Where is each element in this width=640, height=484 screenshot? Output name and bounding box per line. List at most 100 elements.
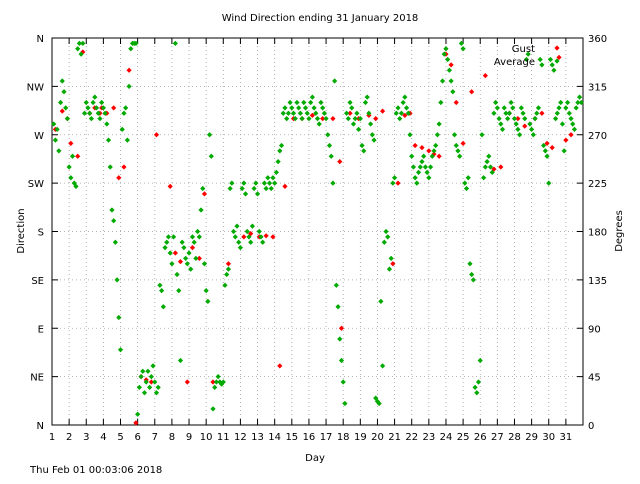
point-average xyxy=(376,400,382,407)
point-gust xyxy=(177,259,184,265)
point-average xyxy=(239,185,245,192)
point-average xyxy=(147,384,153,390)
x-tick-label: 4 xyxy=(100,432,106,443)
point-average xyxy=(282,105,288,111)
y-tick-label-left: NW xyxy=(27,82,44,93)
x-tick-label: 17 xyxy=(320,432,333,443)
point-average xyxy=(578,99,584,106)
point-average xyxy=(145,368,151,374)
point-average xyxy=(359,142,365,149)
x-tick-label: 19 xyxy=(354,432,367,443)
point-gust xyxy=(568,132,574,138)
point-average xyxy=(446,67,452,73)
point-gust xyxy=(121,164,127,170)
legend-swatch-gust xyxy=(554,45,560,51)
point-average xyxy=(434,132,441,138)
point-gust xyxy=(126,67,132,73)
point-average xyxy=(266,180,273,186)
point-average xyxy=(57,99,64,106)
point-average xyxy=(80,40,86,46)
point-average xyxy=(102,110,108,116)
point-average xyxy=(277,148,283,154)
point-gust xyxy=(116,175,122,181)
point-average xyxy=(128,46,134,52)
x-tick-label: 21 xyxy=(388,432,401,443)
point-average xyxy=(350,121,357,127)
point-gust xyxy=(347,110,353,116)
point-average xyxy=(99,99,105,106)
point-average xyxy=(326,142,333,149)
point-average xyxy=(186,250,192,256)
y-tick-label-right: 225 xyxy=(588,179,607,190)
point-average xyxy=(169,261,175,267)
point-average xyxy=(330,180,336,186)
point-average xyxy=(523,56,530,63)
point-average xyxy=(340,379,346,385)
point-average xyxy=(433,142,439,149)
point-average xyxy=(506,110,512,116)
grid-layer xyxy=(51,37,583,426)
point-gust xyxy=(460,140,466,146)
point-average xyxy=(415,169,422,175)
timestamp-footer: Thu Feb 01 00:03:06 2018 xyxy=(30,465,163,476)
point-average xyxy=(386,266,393,272)
point-average xyxy=(68,175,74,181)
point-average xyxy=(338,357,345,364)
point-average xyxy=(529,126,535,132)
point-average xyxy=(141,390,148,396)
point-average xyxy=(325,132,331,138)
point-average xyxy=(537,56,543,63)
point-gust xyxy=(544,140,550,146)
point-average xyxy=(356,126,362,132)
point-average xyxy=(402,94,408,100)
point-average xyxy=(489,169,495,175)
x-axis-label: Day xyxy=(305,453,325,464)
point-average xyxy=(54,126,60,132)
point-average xyxy=(176,288,182,294)
x-tick-label: 12 xyxy=(234,432,247,443)
point-average xyxy=(196,234,202,240)
point-average xyxy=(439,78,446,84)
point-average xyxy=(558,99,564,106)
point-gust xyxy=(189,245,196,251)
point-average xyxy=(316,121,322,127)
x-tick-label: 30 xyxy=(542,432,555,443)
y-tick-label-left: SW xyxy=(28,179,44,190)
point-average xyxy=(284,116,290,122)
point-average xyxy=(198,207,204,213)
point-average xyxy=(258,234,264,240)
point-average xyxy=(210,406,216,412)
point-average xyxy=(201,261,208,267)
x-tick-label: 10 xyxy=(200,432,213,443)
point-average xyxy=(153,390,160,396)
point-gust xyxy=(426,148,432,154)
point-gust xyxy=(196,255,202,261)
point-average xyxy=(320,105,326,111)
point-average xyxy=(479,132,485,138)
point-gust xyxy=(184,379,190,385)
point-average xyxy=(171,234,177,240)
y-tick-label-right: 180 xyxy=(588,228,607,239)
point-average xyxy=(124,137,130,143)
point-gust xyxy=(75,153,81,159)
legend-swatch-average xyxy=(554,58,560,64)
point-average xyxy=(520,110,526,116)
point-average xyxy=(69,153,76,159)
x-tick-label: 15 xyxy=(285,432,298,443)
point-average xyxy=(321,110,327,116)
point-average xyxy=(422,164,429,170)
point-average xyxy=(107,164,113,170)
point-average xyxy=(225,266,232,272)
point-average xyxy=(206,132,213,138)
point-average xyxy=(304,110,310,116)
point-average xyxy=(157,282,163,288)
point-average xyxy=(564,99,571,106)
point-average xyxy=(552,116,559,122)
point-average xyxy=(575,99,581,106)
point-average xyxy=(232,234,238,240)
point-average xyxy=(494,105,500,111)
x-tick-label: 25 xyxy=(457,432,470,443)
point-average xyxy=(236,239,242,245)
point-average xyxy=(162,245,168,251)
point-average xyxy=(462,180,468,186)
